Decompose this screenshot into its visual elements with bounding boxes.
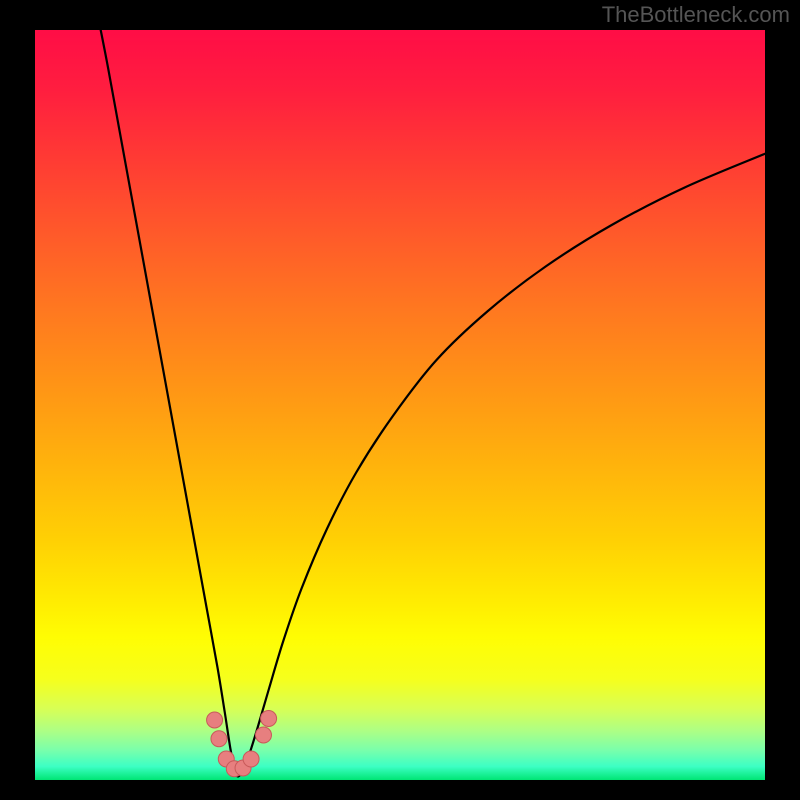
bottleneck-curve-chart (0, 0, 800, 800)
curve-marker (211, 731, 227, 747)
curve-marker (255, 727, 271, 743)
watermark-label: TheBottleneck.com (602, 2, 790, 28)
bottleneck-chart-container: TheBottleneck.com (0, 0, 800, 800)
curve-marker (207, 712, 223, 728)
curve-marker (243, 751, 259, 767)
curve-marker (261, 711, 277, 727)
